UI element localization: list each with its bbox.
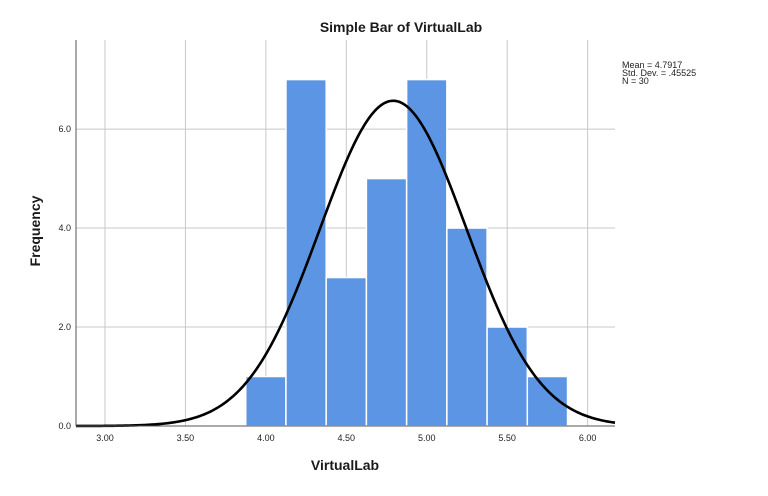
histogram-bar: [244, 375, 287, 427]
stats-std-dev: Std. Dev. = .45525: [622, 68, 696, 78]
x-axis-title: VirtualLab: [311, 457, 379, 473]
histogram-bar: [325, 276, 368, 427]
y-tick-label: 2.0: [58, 322, 71, 332]
x-tick-label: 4.00: [257, 433, 275, 443]
y-tick-label: 6.0: [58, 124, 71, 134]
stats-n: N = 30: [622, 76, 649, 86]
x-tick-label: 5.50: [498, 433, 516, 443]
histogram-bars: [244, 78, 569, 427]
x-tick-label: 3.50: [177, 433, 195, 443]
x-tick-label: 3.00: [96, 433, 114, 443]
chart-title: Simple Bar of VirtualLab: [320, 19, 482, 35]
histogram-bar: [446, 227, 488, 427]
x-tick-label: 5.00: [418, 433, 436, 443]
normal-curve: [76, 99, 616, 428]
x-tick-label: 4.50: [338, 433, 356, 443]
y-tick-label: 0.0: [58, 421, 71, 431]
y-tick-label: 4.0: [58, 223, 71, 233]
histogram-bar: [486, 326, 529, 427]
axes: [75, 40, 615, 427]
stats-box: Mean = 4.7917 Std. Dev. = .45525 N = 30: [622, 60, 696, 86]
stats-mean: Mean = 4.7917: [622, 60, 682, 70]
tick-labels: 3.00 3.50 4.00 4.50 5.00 5.50 6.00 0.0 2.0 4.0 6.0: [58, 124, 596, 443]
y-axis-title: Frequency: [27, 195, 43, 266]
x-tick-label: 6.00: [579, 433, 597, 443]
histogram-bar: [365, 177, 408, 427]
histogram-bar: [285, 78, 327, 427]
